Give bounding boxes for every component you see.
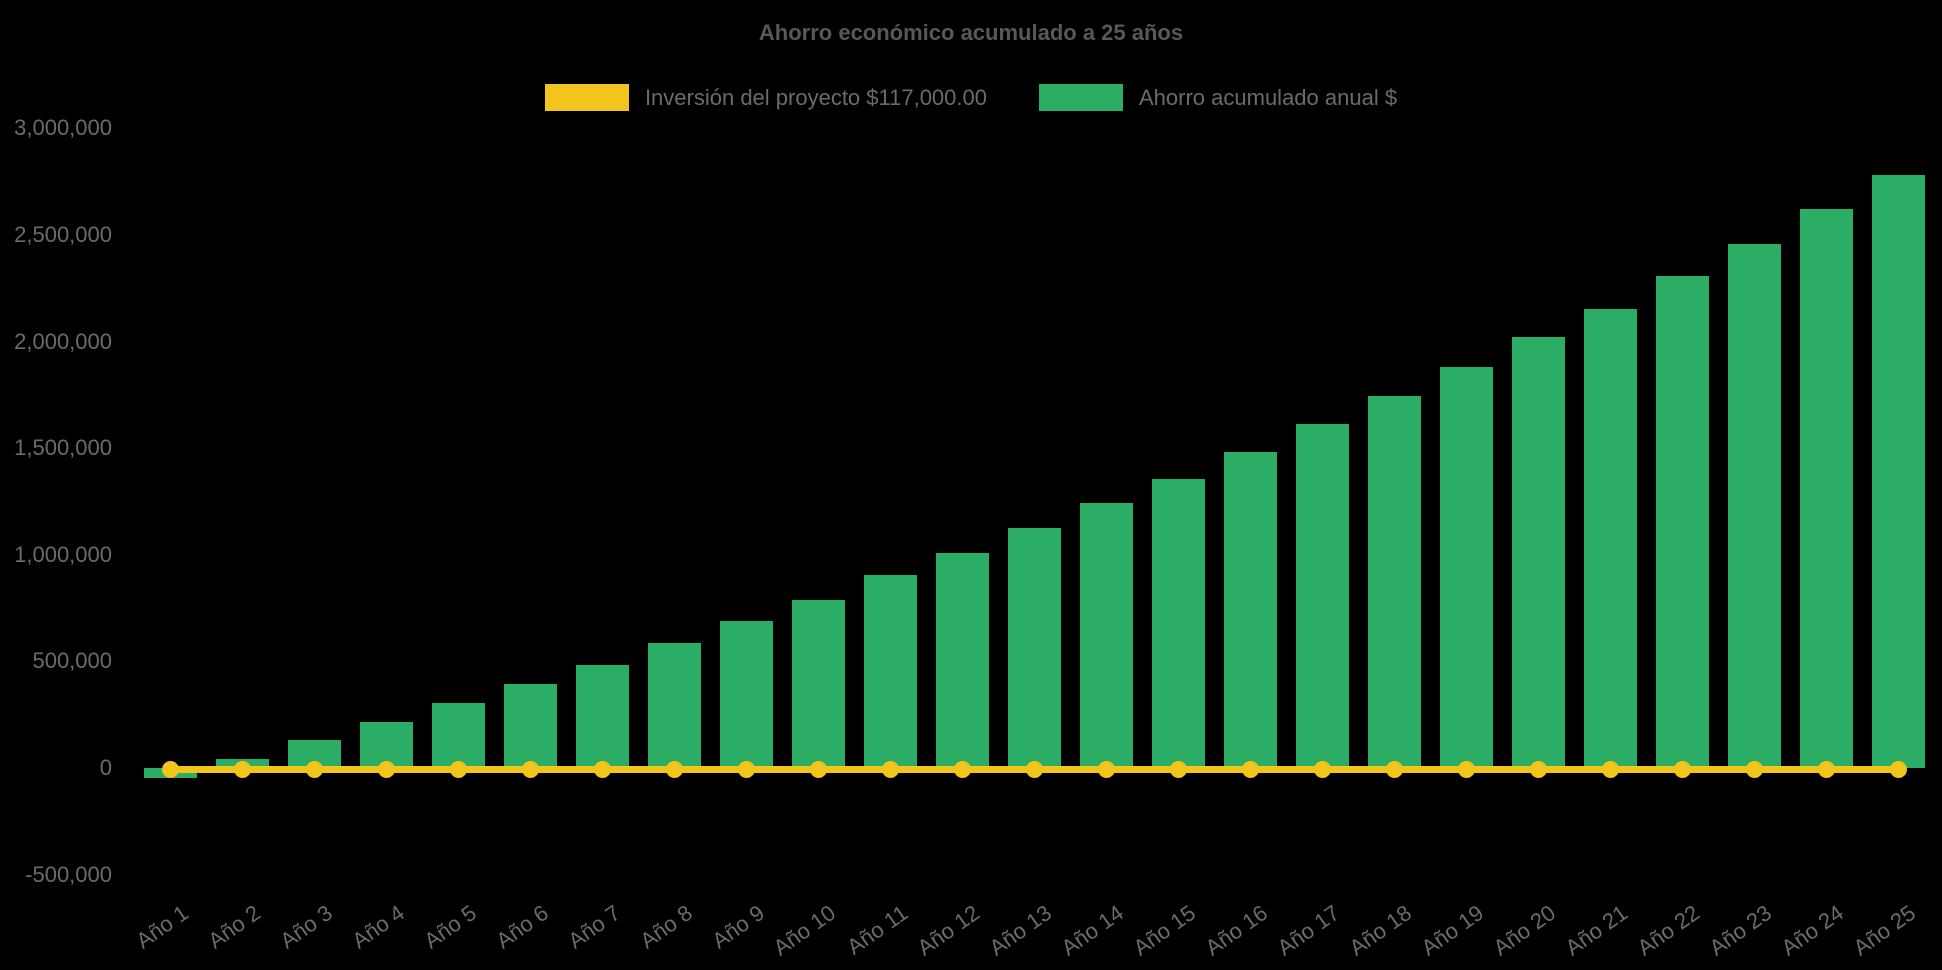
y-axis-tick-label: 3,000,000 [14,115,112,141]
x-axis-tick-label: Año 23 [1704,900,1777,961]
bar-año-23[interactable] [1727,243,1781,768]
y-axis-tick-label: 0 [99,755,112,780]
bar-año-20[interactable] [1511,337,1565,768]
x-axis-tick-label: Año 18 [1344,900,1417,961]
bar-año-21[interactable] [1583,308,1637,768]
bar-año-25[interactable] [1871,175,1925,768]
investment-point-año-6[interactable] [521,760,539,778]
bar-año-6[interactable] [503,683,557,768]
x-axis-tick-label: Año 9 [706,900,769,954]
x-axis-tick-label: Año 13 [984,900,1057,961]
y-axis-tick-label: 500,000 [32,648,112,674]
legend-swatch-green-icon [1039,84,1123,111]
x-axis-tick-label: Año 19 [1416,900,1489,961]
bar-año-4[interactable] [359,722,413,768]
bar-año-16[interactable] [1223,452,1277,768]
x-axis-tick-label: Año 20 [1488,900,1561,961]
chart-title: Ahorro económico acumulado a 25 años [758,20,1184,45]
x-axis-tick-label: Año 5 [418,900,481,954]
investment-point-año-19[interactable] [1457,760,1475,778]
legend-item-ahorro[interactable]: Ahorro acumulado anual $ [1039,84,1397,111]
investment-point-año-5[interactable] [449,760,467,778]
investment-point-año-13[interactable] [1025,760,1043,778]
bar-año-24[interactable] [1799,209,1853,768]
x-axis-tick-label: Año 4 [346,900,409,954]
investment-point-año-11[interactable] [881,760,899,778]
investment-point-año-20[interactable] [1529,760,1547,778]
investment-point-año-3[interactable] [305,760,323,778]
investment-point-año-21[interactable] [1601,760,1619,778]
investment-point-año-17[interactable] [1313,760,1331,778]
legend-item-inversion[interactable]: Inversión del proyecto $117,000.00 [544,84,987,111]
bar-año-13[interactable] [1007,528,1061,768]
investment-point-año-18[interactable] [1385,760,1403,778]
bar-año-17[interactable] [1295,423,1349,768]
bar-año-12[interactable] [935,552,989,768]
x-axis-tick-label: Año 6 [490,900,553,954]
y-axis-tick-label: 2,500,000 [14,222,112,247]
x-axis-tick-label: Año 8 [634,900,697,954]
investment-point-año-23[interactable] [1745,760,1763,778]
investment-point-año-14[interactable] [1097,760,1115,778]
x-axis-tick-label: Año 24 [1776,900,1849,961]
x-axis-tick-label: Año 21 [1560,900,1633,961]
bar-año-11[interactable] [863,575,917,768]
bar-año-7[interactable] [575,664,629,768]
bar-año-9[interactable] [719,620,773,768]
x-axis-tick-label: Año 12 [912,900,985,961]
bar-año-10[interactable] [791,599,845,768]
investment-point-año-4[interactable] [377,760,395,778]
investment-point-año-9[interactable] [737,760,755,778]
x-axis-tick-label: Año 2 [202,900,265,954]
x-axis-tick-label: Año 7 [562,900,625,954]
chart-legend: Inversión del proyecto $117,000.00 Ahorr… [0,84,1942,111]
x-axis-tick-label: Año 11 [842,900,913,960]
investment-point-año-16[interactable] [1241,760,1259,778]
x-axis-tick-label: Año 14 [1056,900,1129,961]
x-axis-tick-label: Año 1 [130,900,193,954]
investment-point-año-22[interactable] [1673,760,1691,778]
bar-año-5[interactable] [431,702,485,768]
bar-año-8[interactable] [647,643,701,768]
legend-label-inversion: Inversión del proyecto $117,000.00 [644,84,987,110]
x-axis-tick-label: Año 25 [1848,900,1921,961]
y-axis-tick-label: 2,000,000 [14,328,112,354]
legend-swatch-yellow-icon [544,84,629,111]
investment-point-año-2[interactable] [233,760,251,778]
bar-año-19[interactable] [1439,367,1493,768]
y-axis-tick-label: 1,500,000 [14,435,112,461]
x-axis-tick-label: Año 16 [1200,900,1273,961]
investment-point-año-24[interactable] [1817,760,1835,778]
bar-año-14[interactable] [1079,502,1133,768]
investment-point-año-1[interactable] [161,760,179,778]
bar-año-22[interactable] [1655,275,1709,768]
x-axis-tick-label: Año 15 [1128,900,1201,961]
bar-año-18[interactable] [1367,395,1421,768]
x-axis-tick-label: Año 3 [274,900,337,954]
investment-point-año-7[interactable] [593,760,611,778]
x-axis-tick-label: Año 22 [1632,900,1705,961]
investment-point-año-10[interactable] [809,760,827,778]
investment-point-año-25[interactable] [1889,760,1907,778]
investment-point-año-8[interactable] [665,760,683,778]
bar-año-15[interactable] [1151,479,1205,768]
y-axis-tick-label: -500,000 [25,861,112,887]
investment-point-año-15[interactable] [1169,760,1187,778]
legend-label-ahorro: Ahorro acumulado anual $ [1139,84,1398,110]
investment-point-año-12[interactable] [953,760,971,778]
x-axis-tick-label: Año 10 [768,900,841,961]
y-axis-tick-label: 1,000,000 [14,541,112,567]
x-axis-tick-label: Año 17 [1272,900,1345,961]
